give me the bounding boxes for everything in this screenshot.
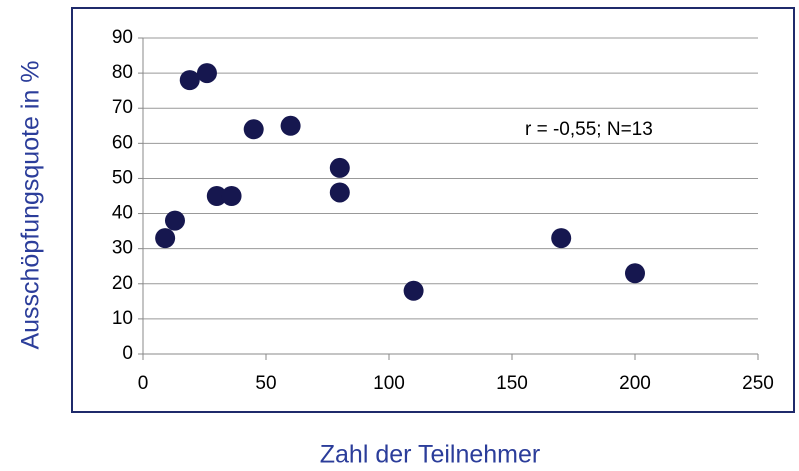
point [206, 186, 227, 206]
point [403, 280, 424, 301]
y-tick-label: 60 [112, 132, 133, 153]
y-tick-label: 70 [112, 97, 133, 118]
point [329, 182, 350, 203]
y-tick-label: 50 [112, 167, 133, 188]
point [221, 186, 242, 206]
x-tick-label: 100 [373, 373, 405, 394]
point [155, 228, 176, 249]
point [551, 228, 572, 249]
point [329, 157, 350, 178]
x-tick-label: 200 [619, 373, 651, 394]
y-tick-label: 80 [112, 62, 133, 83]
point [243, 119, 264, 140]
x-tick-label: 150 [496, 373, 528, 394]
point [179, 70, 200, 91]
point [196, 63, 217, 84]
y-tick-label: 10 [112, 308, 133, 329]
y-tick-label: 90 [112, 27, 133, 48]
y-tick-label: 0 [122, 343, 133, 364]
x-tick-label: 50 [255, 373, 276, 394]
point [625, 263, 645, 284]
x-axis-label: Zahl der Teilnehmer [320, 441, 540, 469]
y-axis-label: Ausschöpfungsquote in % [17, 60, 45, 349]
chart-frame [71, 7, 795, 413]
annotation: r = -0,55; N=13 [525, 119, 653, 140]
point [164, 210, 185, 231]
y-tick-label: 40 [112, 203, 133, 224]
x-tick-label: 250 [742, 373, 774, 394]
y-tick-label: 20 [112, 273, 133, 294]
y-tick-label: 30 [112, 238, 133, 259]
point [280, 115, 301, 136]
x-tick-label: 0 [138, 373, 149, 394]
